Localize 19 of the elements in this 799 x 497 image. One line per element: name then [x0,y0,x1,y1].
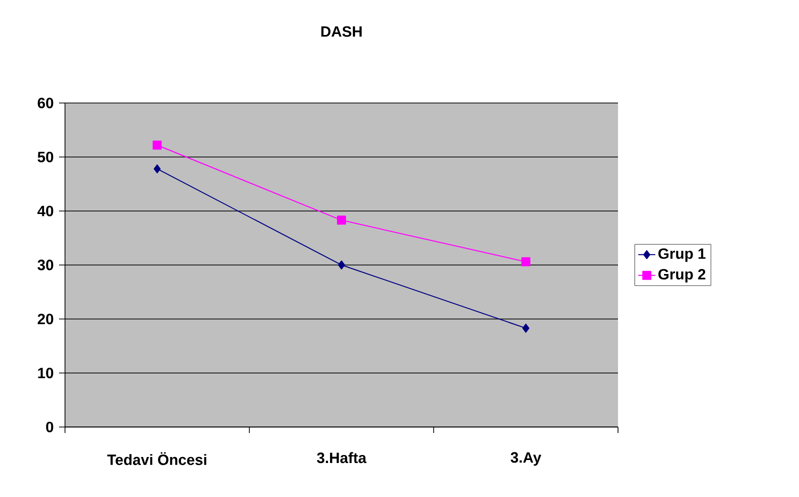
legend-label: Grup 1 [658,248,706,262]
point [521,257,530,266]
chart-title: DASH [321,26,362,37]
y-tick-label: 50 [38,152,54,162]
legend-label: Grup 2 [658,268,706,283]
y-tick-label: 40 [37,206,54,216]
y-tick-label: 10 [38,368,54,378]
x-tick-label: Tedavi Öncesi [107,452,206,466]
y-tick-label: 20 [38,314,54,324]
point [154,164,161,174]
x-tick-label: 3.Ay [510,452,542,466]
x-tick-label: 3.Hafta [316,452,367,464]
point [337,216,346,225]
point [152,140,162,150]
y-tick-label: 0 [46,422,54,432]
point [522,324,530,333]
y-tick-label: 60 [38,98,54,108]
y-tick-label: 30 [38,260,54,270]
point [338,260,346,270]
